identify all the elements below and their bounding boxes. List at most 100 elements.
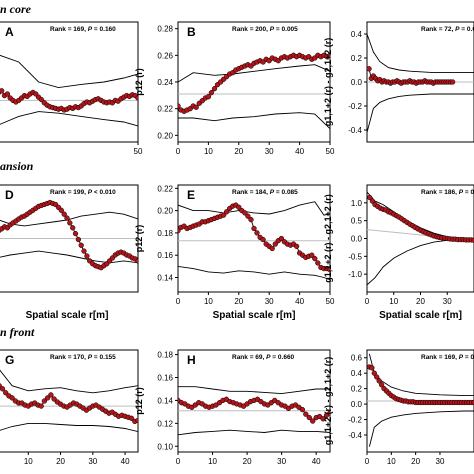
data-point [84, 253, 90, 259]
y-tick-label: 0.18 [157, 229, 173, 238]
x-tick-label: 20 [234, 147, 243, 156]
stats-annotation: Rank = 186, P = 0.00 [421, 189, 474, 196]
plot-frame [0, 349, 139, 453]
data-point [178, 103, 181, 109]
observed-line [369, 366, 474, 403]
p-symbol: P [270, 26, 275, 33]
x-tick-label: 40 [312, 457, 321, 466]
y-axis-label: g1,1+2 (r) - g2,1+2 (r) [323, 38, 333, 127]
rank-text: Rank = 200, [232, 26, 270, 33]
data-point [309, 252, 315, 258]
y-tick-label: 0.0 [351, 235, 363, 244]
x-tick-label: 10 [24, 457, 33, 466]
y-tick-label: 0.18 [157, 351, 173, 360]
y-tick-label: 0.4 [351, 369, 363, 378]
plot-area [367, 191, 474, 286]
y-tick-label: -1.0 [348, 270, 362, 279]
panel-label: G [5, 353, 14, 367]
envelope-lower-line [0, 111, 138, 127]
chart-panel-9: -0.4 -0.2 0.0 0.2 0.4 0.6 0 10 20 30 Rank = 169, P… [323, 349, 474, 466]
data-point [205, 94, 212, 100]
data-point [236, 204, 242, 210]
x-tick-label: 40 [295, 297, 304, 306]
x-tick-label: 10 [204, 147, 213, 156]
plot-area [178, 386, 330, 436]
data-point [58, 207, 64, 213]
chart-panel-4: D Rank = 199, P < 0.010 Spatial scale r[m] [0, 184, 139, 321]
data-point [220, 212, 227, 218]
envelope-upper-line [0, 369, 138, 394]
stats-annotation: Rank = 170, P = 0.155 [50, 354, 116, 361]
data-point [471, 399, 474, 406]
data-point [369, 198, 376, 204]
stats-annotation: Rank = 72, P = 0.645 [421, 26, 474, 33]
x-tick-label: 30 [265, 147, 274, 156]
data-point [0, 386, 6, 392]
x-tick-label: 0 [176, 297, 181, 306]
x-axis-label: Spatial scale r[m] [379, 310, 462, 321]
p-value-text: = 0.155 [92, 354, 116, 361]
p-symbol: P [459, 354, 464, 361]
x-tick-label: 10 [208, 457, 217, 466]
envelope-lower-line [178, 429, 330, 436]
x-tick-label: 10 [387, 457, 396, 466]
y-tick-label: 0.20 [157, 207, 173, 216]
data-point [3, 390, 9, 396]
chart-panel-3: -0.4 -0.2 0.0 0.2 0.4 Rank = 72, P = 0.645 g1,… [323, 21, 474, 143]
panel-label: B [187, 25, 196, 39]
x-tick-label: 0 [365, 457, 370, 466]
envelope-lower-line [0, 422, 138, 433]
data-point [248, 216, 254, 223]
chart-panel-2: 0.20 0.22 0.24 0.26 0.28 0 10 20 30 40 50 B Rank = 2… [134, 21, 335, 156]
data-point [371, 370, 377, 376]
data-point [367, 194, 373, 201]
x-tick-label: 40 [295, 147, 304, 156]
chart-panel-1: 50 A Rank = 169, P = 0.160 [0, 21, 143, 156]
y-axis-label: g1,1+2 (r) - g2,1+2 (r) [323, 194, 333, 283]
y-tick-label: 0.10 [157, 442, 173, 451]
data-point [48, 392, 54, 398]
data-point [299, 406, 306, 413]
section-label-expansion: ansion [0, 159, 34, 173]
data-point [135, 95, 138, 101]
plot-area [0, 199, 138, 271]
data-point [44, 395, 51, 401]
panel-label: H [187, 353, 196, 367]
x-tick-label: 0 [176, 147, 181, 156]
envelope-upper-line [0, 54, 138, 89]
stats-annotation: Rank = 199, P < 0.010 [50, 189, 116, 196]
data-point [306, 414, 312, 421]
data-point [38, 403, 44, 409]
x-tick-label: 0 [365, 297, 370, 306]
data-point [61, 211, 67, 217]
data-point [81, 248, 87, 254]
p-symbol: P [88, 26, 93, 33]
x-tick-label: 30 [443, 297, 452, 306]
data-point [272, 241, 278, 247]
data-point [64, 215, 70, 221]
data-point [193, 104, 199, 110]
p-value-text: = 0.160 [92, 26, 116, 33]
plot-area [367, 353, 474, 447]
y-tick-label: 0.16 [157, 374, 173, 383]
plot-frame [0, 21, 139, 143]
data-point [327, 410, 330, 416]
data-point [9, 395, 15, 401]
y-tick-label: -0.4 [348, 431, 362, 440]
data-point [78, 242, 84, 248]
data-point [223, 209, 230, 215]
data-point [41, 398, 48, 404]
panel-label: E [187, 188, 195, 202]
x-tick-label: 20 [411, 457, 420, 466]
x-tick-label: 20 [234, 297, 243, 306]
y-tick-label: 0.6 [351, 354, 363, 363]
rank-text: Rank = 170, [50, 354, 88, 361]
envelope-lower-line [0, 250, 138, 264]
stats-annotation: Rank = 200, P = 0.005 [232, 26, 298, 33]
x-tick-label: 0 [176, 457, 181, 466]
data-point [303, 411, 309, 417]
x-tick-label: 10 [389, 297, 398, 306]
envelope-lower-line [367, 93, 474, 133]
x-axis-label: Spatial scale r[m] [213, 310, 296, 321]
chart-panel-6: -1.0 -0.5 0.0 0.5 1.0 0 10 20 30 Rank = 186, P = … [323, 184, 474, 321]
